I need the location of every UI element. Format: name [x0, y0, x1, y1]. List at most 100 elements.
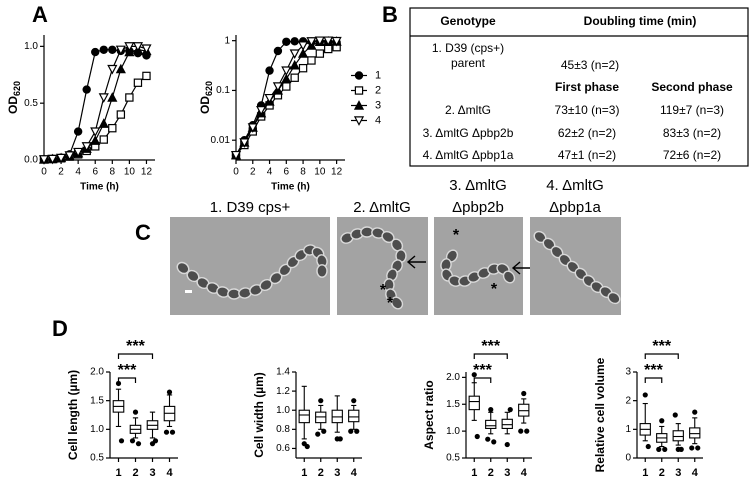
- x-tick-label: 2: [659, 467, 665, 479]
- micrograph-label: 3. ΔmltG: [449, 177, 507, 194]
- marker: [290, 73, 299, 82]
- marker: [256, 106, 267, 116]
- table-genotype: 3. ΔmltG Δpbp2b: [423, 126, 514, 140]
- significance-bracket: [117, 353, 154, 359]
- outlier: [169, 429, 176, 435]
- significance-bracket: [117, 377, 137, 383]
- y-tick-label: 1.0: [276, 405, 290, 416]
- y-axis-label: OD620: [198, 81, 214, 114]
- outlier: [474, 433, 480, 440]
- table-subheader: First phase: [555, 80, 619, 94]
- y-tick-label: 0.5: [24, 98, 38, 109]
- outlier: [672, 412, 678, 418]
- table-subheader: Second phase: [651, 80, 733, 94]
- marker: [297, 41, 309, 51]
- marker: [115, 45, 126, 56]
- cell: [607, 291, 621, 305]
- outlier: [118, 438, 125, 444]
- series-line: [235, 46, 337, 156]
- outlier: [348, 428, 354, 434]
- table-header: Doubling time (min): [584, 14, 697, 28]
- marker: [64, 151, 75, 161]
- marker: [99, 135, 108, 144]
- marker: [91, 47, 100, 57]
- marker: [108, 45, 117, 54]
- marker: [247, 123, 258, 133]
- table-value: 47±1 (n=2): [558, 148, 616, 162]
- outlier: [354, 428, 360, 434]
- box: [468, 395, 480, 411]
- outlier: [645, 443, 651, 450]
- y-tick-label: 0.1: [216, 85, 230, 96]
- x-tick-label: 0: [41, 167, 47, 178]
- panel-label: A: [32, 2, 48, 27]
- y-axis-label-text: Relative cell volume: [593, 357, 607, 472]
- x-tick-label: 1: [115, 467, 121, 479]
- marker: [98, 118, 109, 128]
- x-tick-label: 4: [166, 467, 173, 479]
- outlier: [678, 446, 684, 452]
- marker: [107, 92, 118, 102]
- y-axis-label-text: Aspect ratio: [422, 380, 436, 449]
- y-axis-label-text: OD: [198, 96, 212, 114]
- outlier: [692, 409, 698, 415]
- legend-label: 4: [375, 114, 381, 126]
- box: [485, 419, 497, 429]
- significance-label: ***: [644, 362, 663, 379]
- outlier: [304, 443, 310, 450]
- y-tick-label: 1.0: [446, 426, 460, 437]
- micrograph-label: Δpbp1a: [549, 199, 601, 216]
- marker: [98, 93, 109, 103]
- box: [298, 409, 310, 424]
- y-tick-label: 1.5: [446, 399, 460, 410]
- y-tick-label: 2.0: [446, 372, 460, 383]
- outlier: [152, 438, 159, 444]
- micrograph-label: Δpbp2b: [452, 199, 504, 216]
- marker: [290, 37, 299, 46]
- marker: [99, 45, 108, 54]
- y-axis-label: Cell length (µm): [66, 370, 80, 460]
- cell: [390, 296, 404, 310]
- y-axis-label: OD620: [6, 81, 22, 114]
- arrow: [511, 261, 531, 275]
- annotation-mark: *: [380, 282, 387, 299]
- series-line: [235, 40, 337, 156]
- marker: [239, 138, 250, 148]
- x-tick-label: 4: [75, 167, 81, 178]
- legend-marker: [354, 71, 364, 80]
- table-value: 119±7 (n=3): [660, 103, 724, 117]
- table-genotype: 4. ΔmltG Δpbp1a: [423, 148, 514, 162]
- outlier: [662, 446, 668, 452]
- marker: [282, 37, 291, 46]
- box: [348, 409, 360, 423]
- legend-label: 1: [375, 69, 381, 81]
- table-value: 45±3 (n=2): [561, 58, 619, 72]
- marker: [307, 56, 316, 65]
- significance-bracket: [644, 377, 663, 383]
- marker: [81, 142, 92, 152]
- outlier: [115, 380, 122, 387]
- marker: [265, 66, 274, 75]
- micrograph-label: 1. D39 cps+: [210, 199, 291, 216]
- marker: [55, 153, 67, 164]
- marker: [281, 66, 292, 77]
- box: [501, 418, 513, 429]
- legend-marker: [354, 86, 364, 95]
- y-tick-label: 0.0: [24, 155, 38, 166]
- x-tick-label: 1: [301, 467, 307, 479]
- scale-bar: [185, 290, 192, 293]
- y-tick-label: 1.0: [24, 41, 38, 52]
- y-tick-label: 1.0: [90, 424, 104, 435]
- x-tick-label: 3: [675, 467, 681, 479]
- outlier: [491, 439, 497, 445]
- significance-label: ***: [126, 338, 145, 355]
- x-tick-label: 10: [314, 167, 326, 178]
- significance-bracket: [473, 353, 508, 359]
- annotation-mark: *: [453, 227, 460, 244]
- y-tick-label: 0.8: [276, 424, 290, 435]
- outlier: [166, 389, 173, 395]
- x-tick-label: 2: [488, 467, 494, 479]
- x-tick-label: 4: [521, 467, 528, 479]
- marker: [289, 49, 300, 59]
